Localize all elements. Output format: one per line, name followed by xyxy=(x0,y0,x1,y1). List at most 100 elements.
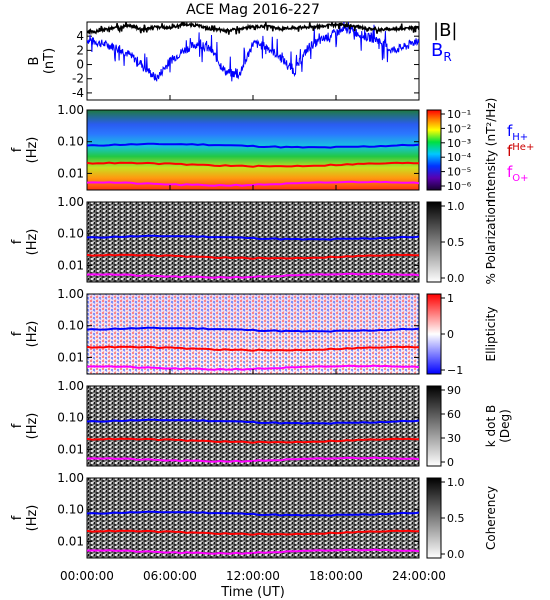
colorbar-tick-label: 1.0 xyxy=(447,476,465,489)
colorbar-tick-label: 60 xyxy=(447,408,461,421)
freq-ytick-label: 1.00 xyxy=(57,103,84,117)
freq-ytick-label: 0.01 xyxy=(57,350,84,364)
colorbar-tick-label: 10⁻¹ xyxy=(447,108,471,121)
colorbar-tick-label: 90 xyxy=(447,384,461,397)
colorbar-label-intensity: Intensity (nT²/Hz) xyxy=(484,98,498,203)
panel-kdotb: 1.00 0.10 0.01 f (Hz) 90 60 30 0 k dot B (Deg) xyxy=(10,379,512,469)
panel-polarization: 1.00 0.10 0.01 f (Hz) 1.0 0.5 0.0 % Polarization xyxy=(10,195,498,285)
colorbar-tick-label: 0.5 xyxy=(447,512,465,525)
colorbar-tick-label: 10⁻⁴ xyxy=(447,151,472,164)
gyro-line-h-plus xyxy=(86,418,420,425)
freq-ytick-label: 1.00 xyxy=(57,195,84,209)
colorbar-tick-label: −1 xyxy=(447,364,463,377)
freq-ytick-label: 1.00 xyxy=(57,379,84,393)
colorbar-label-polarization: % Polarization xyxy=(484,200,498,285)
colorbar-tick-label: 10⁻⁵ xyxy=(447,166,471,179)
colorbar-tick-label: 1.0 xyxy=(447,200,465,213)
colorbar-intensity xyxy=(426,109,442,191)
panel-b-ytick-label: 4 xyxy=(76,29,84,43)
panel-b-frame xyxy=(86,21,420,101)
colorbar-polarization xyxy=(426,201,442,283)
colorbar-tick-label: 10⁻² xyxy=(447,122,471,135)
colorbar-ellipticity xyxy=(426,293,442,375)
freq-ytick-label: 0.10 xyxy=(57,411,84,425)
freq-ylabel-unit: (Hz) xyxy=(25,413,40,440)
panel-b-yticks: 420-2-4 xyxy=(72,29,419,100)
panel-ellipticity-spectrogram xyxy=(87,294,419,374)
panel-coherency-spectrogram xyxy=(87,478,419,558)
freq-ylabel-main: f xyxy=(10,239,25,244)
panel-intensity-spectrogram xyxy=(87,110,419,190)
colorbar-tick-label: 10⁻⁶ xyxy=(447,180,472,193)
freq-ytick-label: 0.10 xyxy=(57,227,84,241)
x-tick-label: 18:00:00 xyxy=(309,569,363,583)
panel-polarization-spectrogram xyxy=(87,202,419,282)
panel-b-ytick-label: -4 xyxy=(72,86,84,100)
freq-ytick-label: 0.10 xyxy=(57,503,84,517)
panel-kdotb-spectrogram xyxy=(87,386,419,466)
gyro-line-he-plus xyxy=(86,161,419,168)
colorbar-label-ellipticity: Ellipticity xyxy=(484,307,498,362)
x-axis-label: Time (UT) xyxy=(220,585,285,600)
gyro-line-he-plus xyxy=(86,529,419,536)
x-tick-label: 06:00:00 xyxy=(143,569,197,583)
freq-ytick-label: 0.01 xyxy=(57,534,84,548)
colorbar-unit-kdotb: (Deg) xyxy=(498,409,512,443)
freq-ylabel-main: f xyxy=(10,515,25,520)
colorbar-tick-label: 0.5 xyxy=(447,236,465,249)
gyro-line-he-plus xyxy=(86,437,419,444)
freq-ylabel-main: f xyxy=(10,331,25,336)
panel-ellipticity: 1.00 0.10 0.01 f (Hz) 1 0 −1 Ellipticity xyxy=(10,287,498,377)
spectrogram-panels: 1.000.100.01f (Hz)10⁻¹10⁻²10⁻³10⁻⁴10⁻⁵10⁻… xyxy=(10,98,512,561)
gyro-line-h-plus xyxy=(86,326,420,333)
freq-ylabel-main: f xyxy=(10,147,25,152)
gyro-line-h-plus xyxy=(86,142,420,149)
freq-ytick-label: 1.00 xyxy=(57,287,84,301)
gyro-legend: fH+ fHe+ fO+ xyxy=(507,122,534,184)
x-axis-ticks: 00:00:00 06:00:00 12:00:00 18:00:00 24:00:00 xyxy=(60,95,446,583)
freq-ytick-label: 0.01 xyxy=(57,166,84,180)
br-series-line xyxy=(87,22,419,82)
freq-ylabel-unit: (Hz) xyxy=(25,137,40,164)
gyro-line-he-plus xyxy=(86,253,419,260)
colorbar-kdotb xyxy=(426,385,442,467)
freq-ylabel-unit: (Hz) xyxy=(25,321,40,348)
colorbar-tick-label: 0 xyxy=(447,456,454,469)
colorbar-label-coherency: Coherency xyxy=(484,486,498,550)
freq-ytick-label: 1.00 xyxy=(57,471,84,485)
colorbar-tick-label: 0.0 xyxy=(447,548,465,561)
total-b-series-line xyxy=(87,22,419,36)
colorbar-tick-label: 0.0 xyxy=(447,272,465,285)
freq-ylabel-unit: (Hz) xyxy=(25,229,40,256)
panel-b-field: 420-2-4 B (nT) |B| BR xyxy=(27,20,457,101)
colorbar-coherency xyxy=(426,477,442,559)
colorbar-tick-label: 30 xyxy=(447,432,461,445)
legend-f-h: fH+ xyxy=(507,122,528,143)
colorbar-tick-label: 10⁻³ xyxy=(447,137,471,150)
legend-f-he: fHe+ xyxy=(507,142,534,160)
freq-ylabel-main: f xyxy=(10,423,25,428)
gyro-line-h-plus xyxy=(86,510,420,517)
panel-b-ylabel-main: B xyxy=(27,57,42,66)
figure-title: ACE Mag 2016-227 xyxy=(186,2,320,18)
colorbar-tick-label: 0 xyxy=(447,328,454,341)
x-tick-label: 24:00:00 xyxy=(392,569,446,583)
x-tick-label: 00:00:00 xyxy=(60,569,114,583)
gyro-line-h-plus xyxy=(86,234,420,241)
freq-ytick-label: 0.01 xyxy=(57,442,84,456)
panel-b-ytick-label: 2 xyxy=(76,43,84,57)
legend-f-o: fO+ xyxy=(507,163,529,184)
colorbar-label-kdotb: k dot B xyxy=(484,405,498,447)
legend-abs-b: |B| xyxy=(433,20,457,41)
freq-ytick-label: 0.10 xyxy=(57,319,84,333)
freq-ytick-label: 0.01 xyxy=(57,258,84,272)
colorbar-tick-label: 1 xyxy=(447,292,454,305)
panel-b-ytick-label: 0 xyxy=(76,58,84,72)
panel-b-ytick-label: -2 xyxy=(72,72,84,86)
panel-intensity: 1.00 0.10 0.01 f (Hz) 10⁻¹10⁻² 10⁻³10⁻⁴ 10⁻⁵10⁻… xyxy=(10,98,498,203)
freq-ylabel-unit: (Hz) xyxy=(25,505,40,532)
legend-b-r: BR xyxy=(431,40,452,64)
freq-ytick-label: 0.10 xyxy=(57,135,84,149)
gyro-line-he-plus xyxy=(86,345,419,352)
